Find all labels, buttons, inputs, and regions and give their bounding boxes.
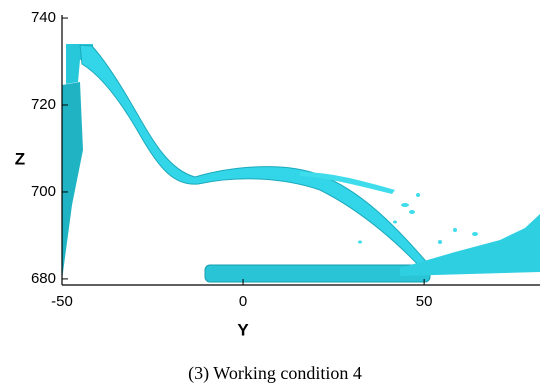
floor-slab xyxy=(204,264,431,283)
x-tick-label: 50 xyxy=(416,293,433,310)
y-tick-label: 720 xyxy=(31,96,56,113)
left-wall xyxy=(62,82,83,280)
x-axis-title: Y xyxy=(237,320,249,339)
splash xyxy=(358,193,478,244)
x-tick-label: 0 xyxy=(239,293,247,310)
y-tick-label: 700 xyxy=(31,183,56,200)
caption: (3) Working condition 4 xyxy=(188,363,362,384)
spray-jet xyxy=(300,172,395,194)
flow-rendering xyxy=(62,44,540,283)
x-tick-label: -50 xyxy=(51,293,73,310)
downstream-pool xyxy=(400,214,540,276)
y-tick-label: 740 xyxy=(31,9,56,26)
y-tick-label: 680 xyxy=(31,270,56,287)
water-sheet xyxy=(79,44,431,274)
y-axis-title: Z xyxy=(15,149,25,168)
